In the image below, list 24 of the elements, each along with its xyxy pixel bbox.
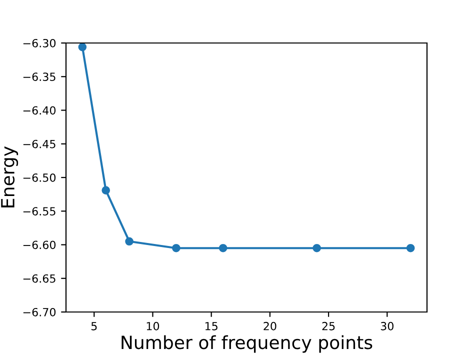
point [312, 244, 321, 252]
point [78, 43, 87, 52]
x-tick-label: 10 [146, 322, 160, 330]
y-tick-label: −6.40 [23, 106, 56, 115]
x-tick-label: 5 [91, 322, 97, 330]
point [102, 186, 110, 194]
y-tick-label: −6.35 [23, 72, 56, 82]
y-tick-label: −6.70 [23, 308, 56, 316]
y-tick-label: −6.55 [23, 207, 56, 216]
x-tick-label: 20 [264, 322, 276, 330]
y-tick-label: −6.30 [23, 38, 56, 48]
y-tick-label: −6.45 [23, 140, 56, 148]
y-tick-label: −6.50 [23, 173, 56, 182]
x-tick-label: 15 [205, 322, 218, 330]
x-tick-label: 30 [380, 322, 394, 330]
x-axis-title: Number of frequency points [122, 335, 372, 353]
y-tick-label: −6.60 [23, 240, 56, 250]
point [406, 244, 415, 252]
y-axis-title: Energy [1, 146, 18, 208]
point [218, 244, 228, 252]
point [125, 237, 134, 246]
point [172, 244, 180, 252]
x-tick-label: 25 [322, 322, 335, 330]
y-tick-label: −6.65 [23, 274, 56, 283]
